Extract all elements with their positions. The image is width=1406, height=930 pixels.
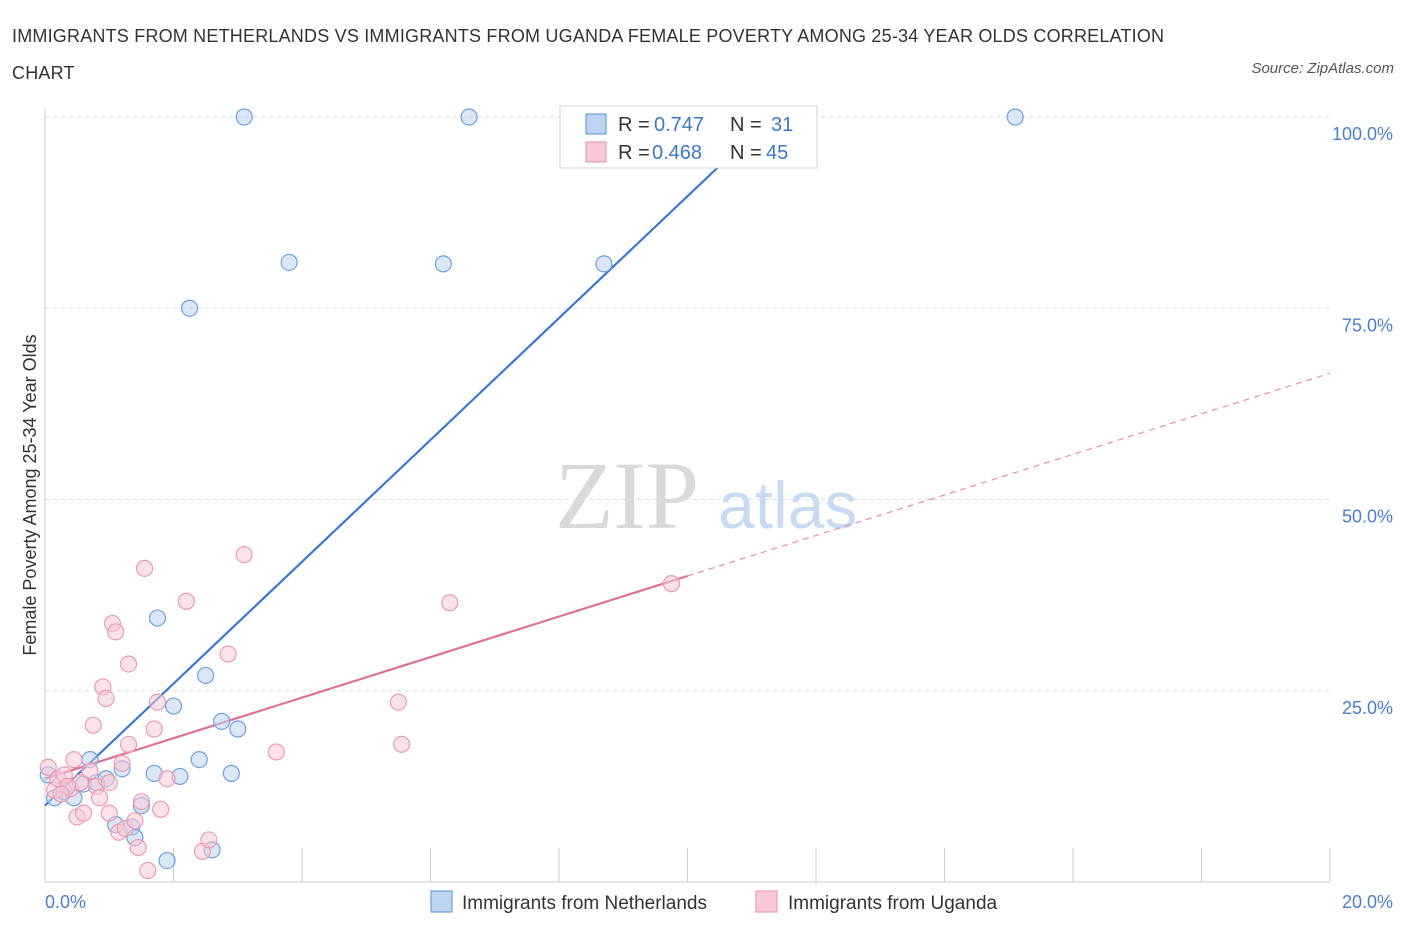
axes [44, 107, 1331, 883]
stats-legend: R = 0.747 N = 31 R = 0.468 N = 45 [559, 105, 818, 169]
point-uganda [139, 861, 157, 880]
legend-r-label-uganda: R = [618, 142, 650, 164]
y-axis-label: Female Poverty Among 25-34 Year Olds [20, 334, 40, 655]
point-uganda [441, 594, 459, 612]
point-uganda [52, 785, 70, 803]
legend-n-label-netherlands: N = [730, 114, 762, 136]
point-uganda [219, 645, 237, 663]
x-tick-label: 0.0% [45, 892, 86, 912]
legend-swatch-uganda [585, 141, 607, 163]
point-netherlands [180, 299, 199, 317]
point-uganda [119, 655, 138, 673]
source-label: Source: ZipAtlas.com [1251, 60, 1394, 77]
point-netherlands [235, 108, 253, 126]
legend-r-label-netherlands: R = [618, 114, 650, 136]
point-netherlands [434, 255, 452, 273]
data-points [39, 108, 1024, 880]
trend-line-netherlands [44, 116, 772, 807]
chart-title: IMMIGRANTS FROM NETHERLANDS VS IMMIGRANT… [12, 26, 1165, 83]
bottom-legend-swatch-netherlands [430, 890, 453, 913]
x-tick-label: 20.0% [1342, 892, 1393, 912]
legend-r-value-uganda: 0.468 [652, 142, 702, 164]
point-uganda [235, 545, 253, 564]
point-uganda [158, 770, 176, 788]
point-uganda [126, 812, 144, 830]
point-uganda [81, 762, 99, 780]
trend-lines [44, 116, 1331, 807]
gridlines [45, 116, 1330, 692]
legend-n-value-netherlands: 31 [771, 114, 793, 136]
point-netherlands [164, 697, 183, 715]
point-uganda [65, 750, 83, 769]
point-netherlands [1006, 108, 1024, 126]
bottom-legend-swatch-uganda [755, 890, 778, 913]
point-netherlands [148, 609, 167, 627]
point-uganda [91, 789, 109, 807]
point-uganda [100, 773, 118, 792]
point-netherlands [222, 764, 240, 782]
trend-line-uganda [44, 574, 688, 780]
point-uganda [113, 754, 131, 773]
point-uganda [129, 838, 147, 857]
point-netherlands [229, 720, 247, 738]
point-uganda [392, 735, 411, 753]
point-uganda [74, 804, 93, 822]
point-netherlands [595, 255, 613, 273]
point-uganda [132, 793, 150, 811]
point-uganda [100, 804, 118, 822]
x-tick-labels: 0.0% 20.0% [45, 892, 1393, 912]
point-netherlands [197, 666, 215, 685]
y-tick-label: 100.0% [1332, 124, 1393, 144]
point-uganda [662, 575, 681, 593]
legend-r-value-netherlands: 0.747 [654, 114, 704, 136]
legend-n-value-uganda: 45 [766, 142, 788, 164]
y-tick-labels: 25.0% 50.0% 75.0% 100.0% [1332, 124, 1393, 718]
point-uganda [267, 743, 285, 761]
y-tick-label: 50.0% [1342, 507, 1393, 527]
point-uganda [148, 693, 167, 711]
bottom-legend-label-uganda: Immigrants from Uganda [788, 893, 998, 914]
bottom-legend-label-netherlands: Immigrants from Netherlands [462, 893, 707, 914]
y-tick-label: 75.0% [1342, 315, 1393, 335]
watermark-atlas: atlas [718, 468, 857, 542]
point-uganda [135, 559, 154, 577]
legend-n-label-uganda: N = [730, 142, 762, 164]
point-netherlands [280, 253, 298, 271]
point-netherlands [158, 851, 176, 870]
series-legend: Immigrants from Netherlands Immigrants f… [430, 890, 998, 914]
point-uganda [152, 800, 170, 818]
point-netherlands [213, 712, 231, 730]
point-uganda [145, 720, 163, 738]
point-netherlands [190, 750, 208, 769]
trend-extension-uganda [687, 372, 1331, 577]
point-uganda [39, 758, 57, 776]
point-uganda [389, 693, 407, 711]
watermark-zip: ZIP [555, 442, 699, 549]
point-netherlands [460, 108, 478, 126]
point-uganda [84, 716, 102, 734]
legend-swatch-netherlands [585, 113, 607, 135]
point-uganda [119, 735, 138, 753]
point-uganda [177, 592, 195, 610]
y-tick-label: 25.0% [1342, 698, 1393, 718]
point-uganda [97, 689, 115, 708]
point-uganda [200, 831, 218, 849]
point-uganda [107, 623, 125, 641]
